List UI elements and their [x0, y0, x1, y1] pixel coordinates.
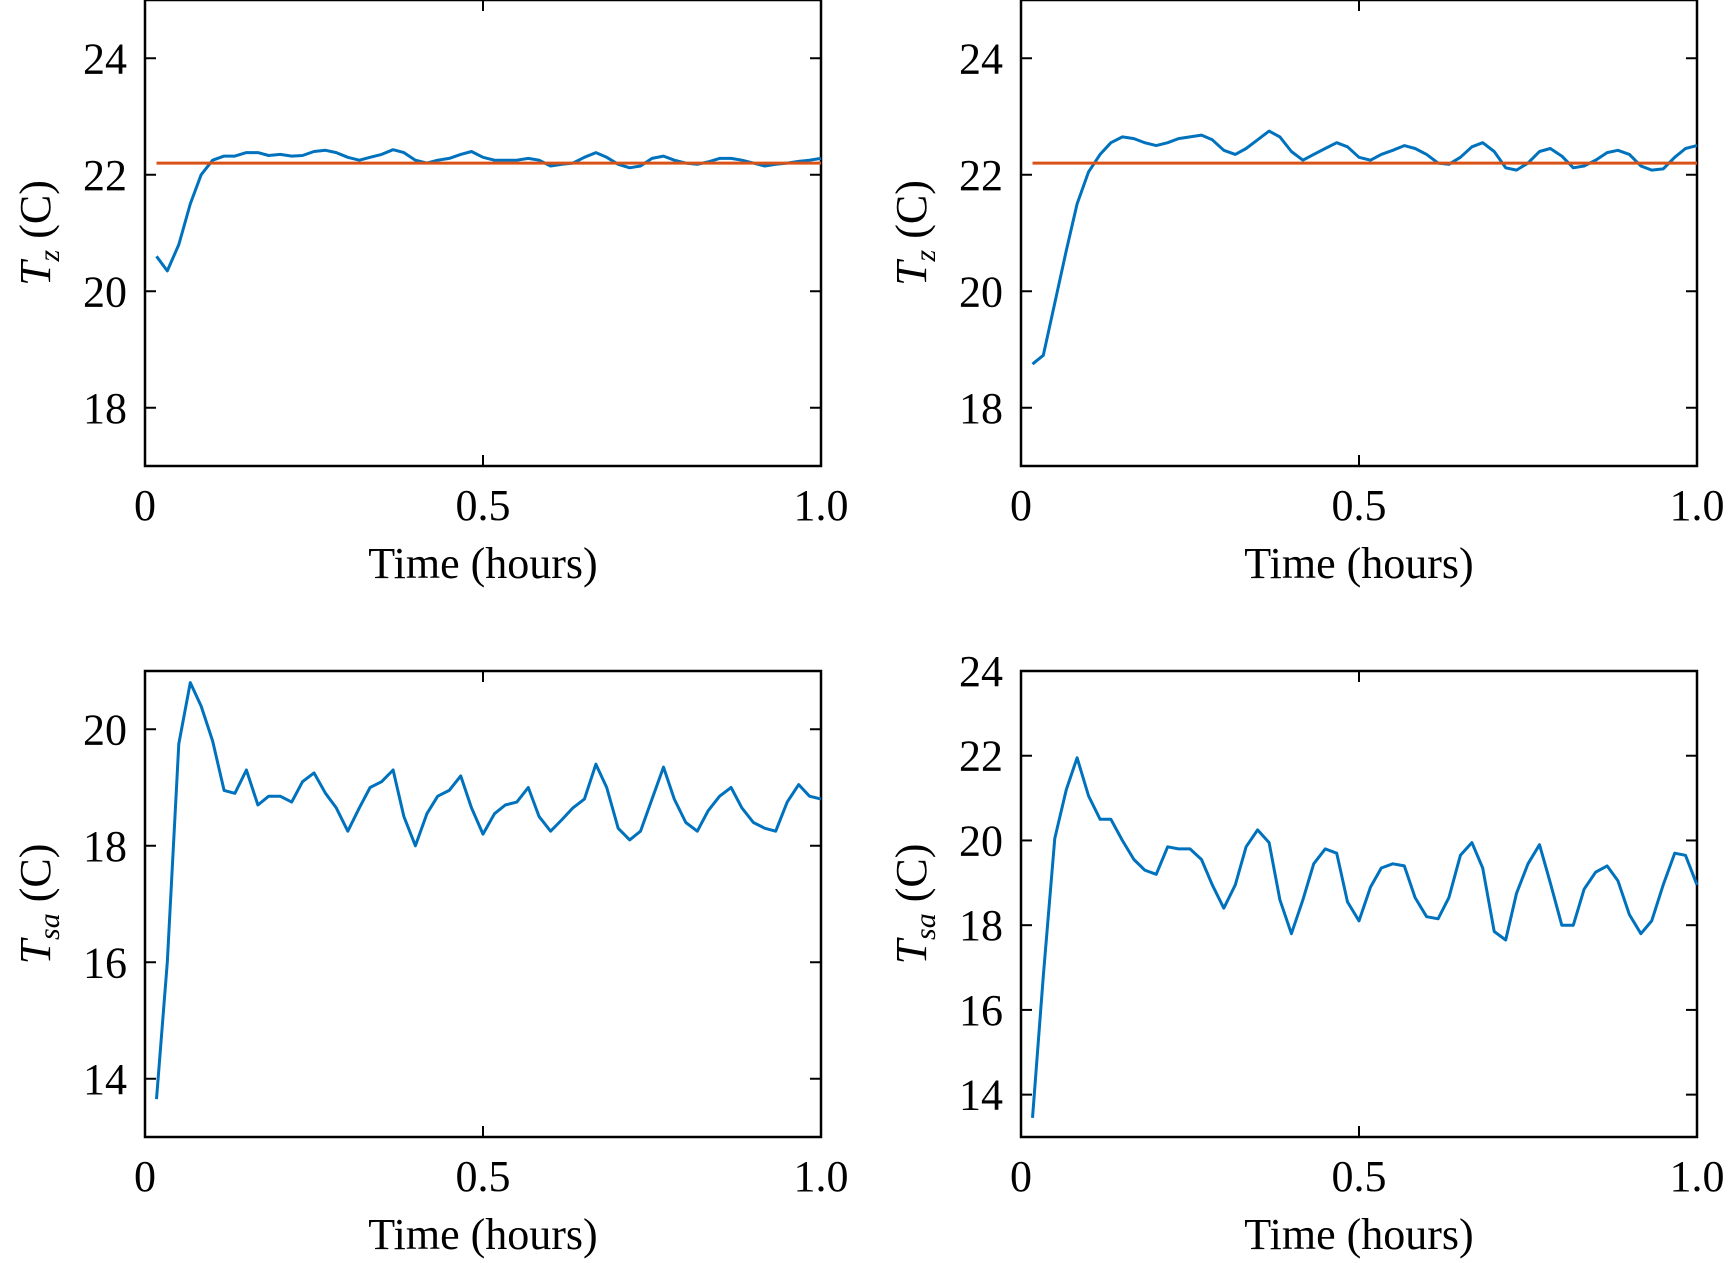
series-line-measured [155, 148, 822, 273]
chart-panel-top-right: 0 0.5 1.0 18 20 22 24 Time (hours) Tz (C) [887, 0, 1725, 588]
x-tick-label: 1.0 [1670, 481, 1725, 530]
x-axis-label: Time (hours) [1244, 1210, 1473, 1259]
y-axis-label: Tsa (C) [11, 844, 66, 965]
y-tick-label: 20 [83, 705, 127, 754]
y-tick-label: 24 [959, 34, 1003, 83]
y-axis-label: Tsa (C) [887, 844, 942, 965]
y-axis-label: Tz (C) [11, 180, 66, 286]
x-tick-label: 0.5 [1332, 481, 1387, 530]
y-tick-label: 20 [83, 267, 127, 316]
chart-panel-bottom-left: 0 0.5 1.0 14 16 18 20 Time (hours) Tsa (C) [11, 669, 849, 1259]
x-tick-label: 0 [1010, 1152, 1032, 1201]
y-tick-label: 14 [83, 1055, 127, 1104]
plot-frame [1019, 0, 1699, 468]
x-axis-label: Time (hours) [1244, 539, 1473, 588]
x-tick-label: 0 [1010, 481, 1032, 530]
y-tick-label: 22 [959, 151, 1003, 200]
y-tick-label: 16 [959, 986, 1003, 1035]
x-tick-label: 0 [134, 481, 156, 530]
y-tick-label: 18 [83, 822, 127, 871]
y-tick-label: 22 [959, 732, 1003, 781]
series-line-measured [1031, 129, 1698, 366]
plot-frame [143, 0, 823, 468]
x-tick-label: 1.0 [794, 481, 849, 530]
x-axis-label: Time (hours) [368, 1210, 597, 1259]
plot-frame [1019, 669, 1699, 1139]
x-tick-label: 0.5 [456, 481, 511, 530]
x-tick-label: 1.0 [1670, 1152, 1725, 1201]
x-tick-label: 0.5 [456, 1152, 511, 1201]
y-tick-label: 24 [83, 34, 127, 83]
x-tick-label: 0.5 [1332, 1152, 1387, 1201]
series-line-measured [155, 681, 822, 1100]
y-tick-label: 18 [83, 384, 127, 433]
y-tick-label: 14 [959, 1071, 1003, 1120]
y-tick-label: 18 [959, 901, 1003, 950]
x-tick-label: 1.0 [794, 1152, 849, 1201]
chart-panel-top-left: 0 0.5 1.0 18 20 22 24 Time (hours) Tz (C) [11, 0, 849, 588]
y-tick-label: 20 [959, 816, 1003, 865]
y-tick-label: 18 [959, 384, 1003, 433]
x-axis-label: Time (hours) [368, 539, 597, 588]
chart-panel-bottom-right: 0 0.5 1.0 14 16 18 20 22 24 Time (hours) Tsa (C) [887, 647, 1725, 1259]
series-line-measured [1031, 756, 1699, 1119]
y-tick-label: 22 [83, 151, 127, 200]
y-axis-label: Tz (C) [887, 180, 942, 286]
y-tick-label: 24 [959, 647, 1003, 696]
x-tick-label: 0 [134, 1152, 156, 1201]
plot-frame [143, 669, 823, 1139]
y-tick-label: 20 [959, 267, 1003, 316]
y-tick-label: 16 [83, 938, 127, 987]
